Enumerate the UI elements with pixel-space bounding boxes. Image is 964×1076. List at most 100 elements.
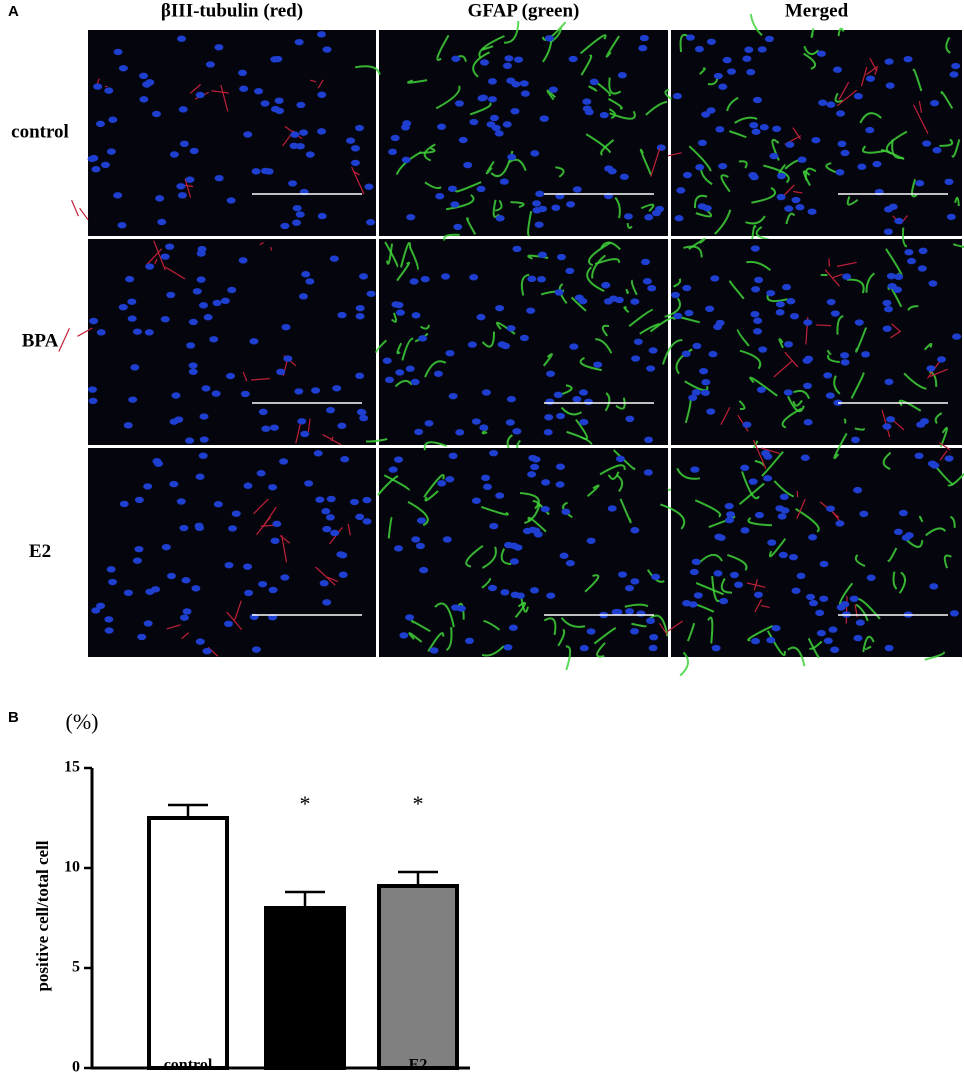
nucleus bbox=[803, 319, 813, 326]
nucleus bbox=[527, 471, 537, 478]
glia-process bbox=[673, 278, 682, 288]
nucleus bbox=[806, 593, 816, 601]
glia-process bbox=[424, 490, 439, 502]
nucleus bbox=[691, 558, 701, 565]
glia-process bbox=[435, 85, 461, 110]
nucleus bbox=[682, 171, 692, 179]
nucleus bbox=[406, 213, 416, 221]
nucleus bbox=[203, 314, 213, 321]
nucleus bbox=[155, 195, 165, 202]
nucleus bbox=[123, 589, 133, 597]
nucleus bbox=[681, 350, 691, 358]
nucleus bbox=[123, 422, 133, 429]
glia-process bbox=[407, 501, 429, 527]
nucleus bbox=[471, 497, 481, 504]
neuron-process bbox=[310, 79, 324, 89]
nucleus bbox=[134, 545, 144, 553]
glia-process bbox=[354, 65, 381, 76]
nucleus bbox=[355, 304, 365, 312]
nucleus bbox=[476, 185, 486, 193]
nucleus bbox=[166, 572, 176, 580]
nucleus bbox=[815, 609, 825, 617]
nucleus bbox=[445, 349, 455, 357]
glia-process bbox=[837, 27, 845, 37]
nucleus bbox=[501, 342, 511, 350]
nucleus bbox=[630, 578, 640, 585]
nucleus bbox=[710, 275, 720, 282]
glia-process bbox=[407, 79, 428, 84]
neuron-process bbox=[938, 442, 951, 461]
nucleus bbox=[491, 124, 501, 132]
nucleus bbox=[527, 275, 537, 283]
glia-process bbox=[519, 492, 540, 510]
glia-process bbox=[749, 376, 778, 397]
nucleus bbox=[816, 629, 826, 637]
glia-process bbox=[843, 418, 847, 424]
glia-process bbox=[923, 342, 933, 351]
glia-process bbox=[768, 538, 787, 558]
nucleus bbox=[202, 647, 212, 655]
nucleus bbox=[132, 328, 142, 335]
glia-process bbox=[810, 28, 815, 39]
nucleus bbox=[887, 282, 897, 290]
nucleus bbox=[644, 214, 654, 221]
nucleus bbox=[227, 286, 237, 294]
nucleus bbox=[690, 466, 700, 473]
neuron-process bbox=[912, 100, 929, 134]
nucleus bbox=[785, 141, 795, 148]
nucleus bbox=[565, 559, 575, 567]
nucleus bbox=[89, 154, 99, 162]
nucleus bbox=[212, 299, 222, 307]
nucleus bbox=[279, 458, 289, 465]
nucleus bbox=[727, 68, 737, 75]
glia-process bbox=[802, 170, 811, 186]
neuron-process bbox=[796, 490, 806, 520]
nucleus bbox=[579, 418, 589, 426]
nucleus bbox=[929, 583, 939, 590]
nucleus bbox=[700, 389, 710, 396]
nucleus bbox=[568, 55, 578, 63]
nucleus bbox=[544, 35, 554, 42]
nucleus bbox=[243, 563, 253, 570]
nucleus bbox=[510, 107, 520, 115]
row-label: control bbox=[11, 121, 69, 142]
glia-process bbox=[865, 272, 876, 293]
nucleus bbox=[340, 456, 350, 463]
glia-process bbox=[481, 577, 492, 589]
nucleus bbox=[332, 385, 342, 392]
glia-process bbox=[391, 312, 397, 323]
nucleus bbox=[922, 140, 932, 147]
nucleus bbox=[832, 66, 842, 73]
nucleus bbox=[326, 495, 336, 503]
glia-process bbox=[925, 527, 947, 537]
nucleus bbox=[482, 483, 492, 491]
nucleus bbox=[316, 31, 326, 38]
nucleus bbox=[882, 299, 892, 307]
glia-process bbox=[749, 13, 763, 36]
nucleus bbox=[854, 319, 864, 326]
nucleus bbox=[224, 620, 234, 628]
glia-process bbox=[386, 243, 394, 265]
nucleus bbox=[220, 297, 230, 305]
glia-process bbox=[726, 96, 739, 112]
glia-process bbox=[600, 139, 615, 156]
glia-process bbox=[664, 88, 672, 100]
nucleus bbox=[454, 100, 464, 107]
nucleus bbox=[330, 529, 340, 537]
glia-process bbox=[738, 483, 765, 505]
nucleus bbox=[337, 422, 347, 429]
nucleus bbox=[188, 362, 198, 369]
nucleus bbox=[487, 78, 497, 85]
glia-process bbox=[707, 616, 714, 644]
neuron-process bbox=[650, 147, 682, 177]
glia-process bbox=[808, 640, 823, 650]
nucleus bbox=[937, 356, 947, 363]
nucleus bbox=[467, 341, 477, 348]
glia-process bbox=[940, 91, 954, 109]
neuron-process bbox=[773, 351, 799, 378]
glia-process bbox=[585, 133, 612, 154]
glia-process bbox=[605, 35, 620, 58]
nucleus bbox=[437, 123, 447, 130]
glia-process bbox=[478, 35, 505, 58]
nucleus bbox=[764, 35, 774, 43]
